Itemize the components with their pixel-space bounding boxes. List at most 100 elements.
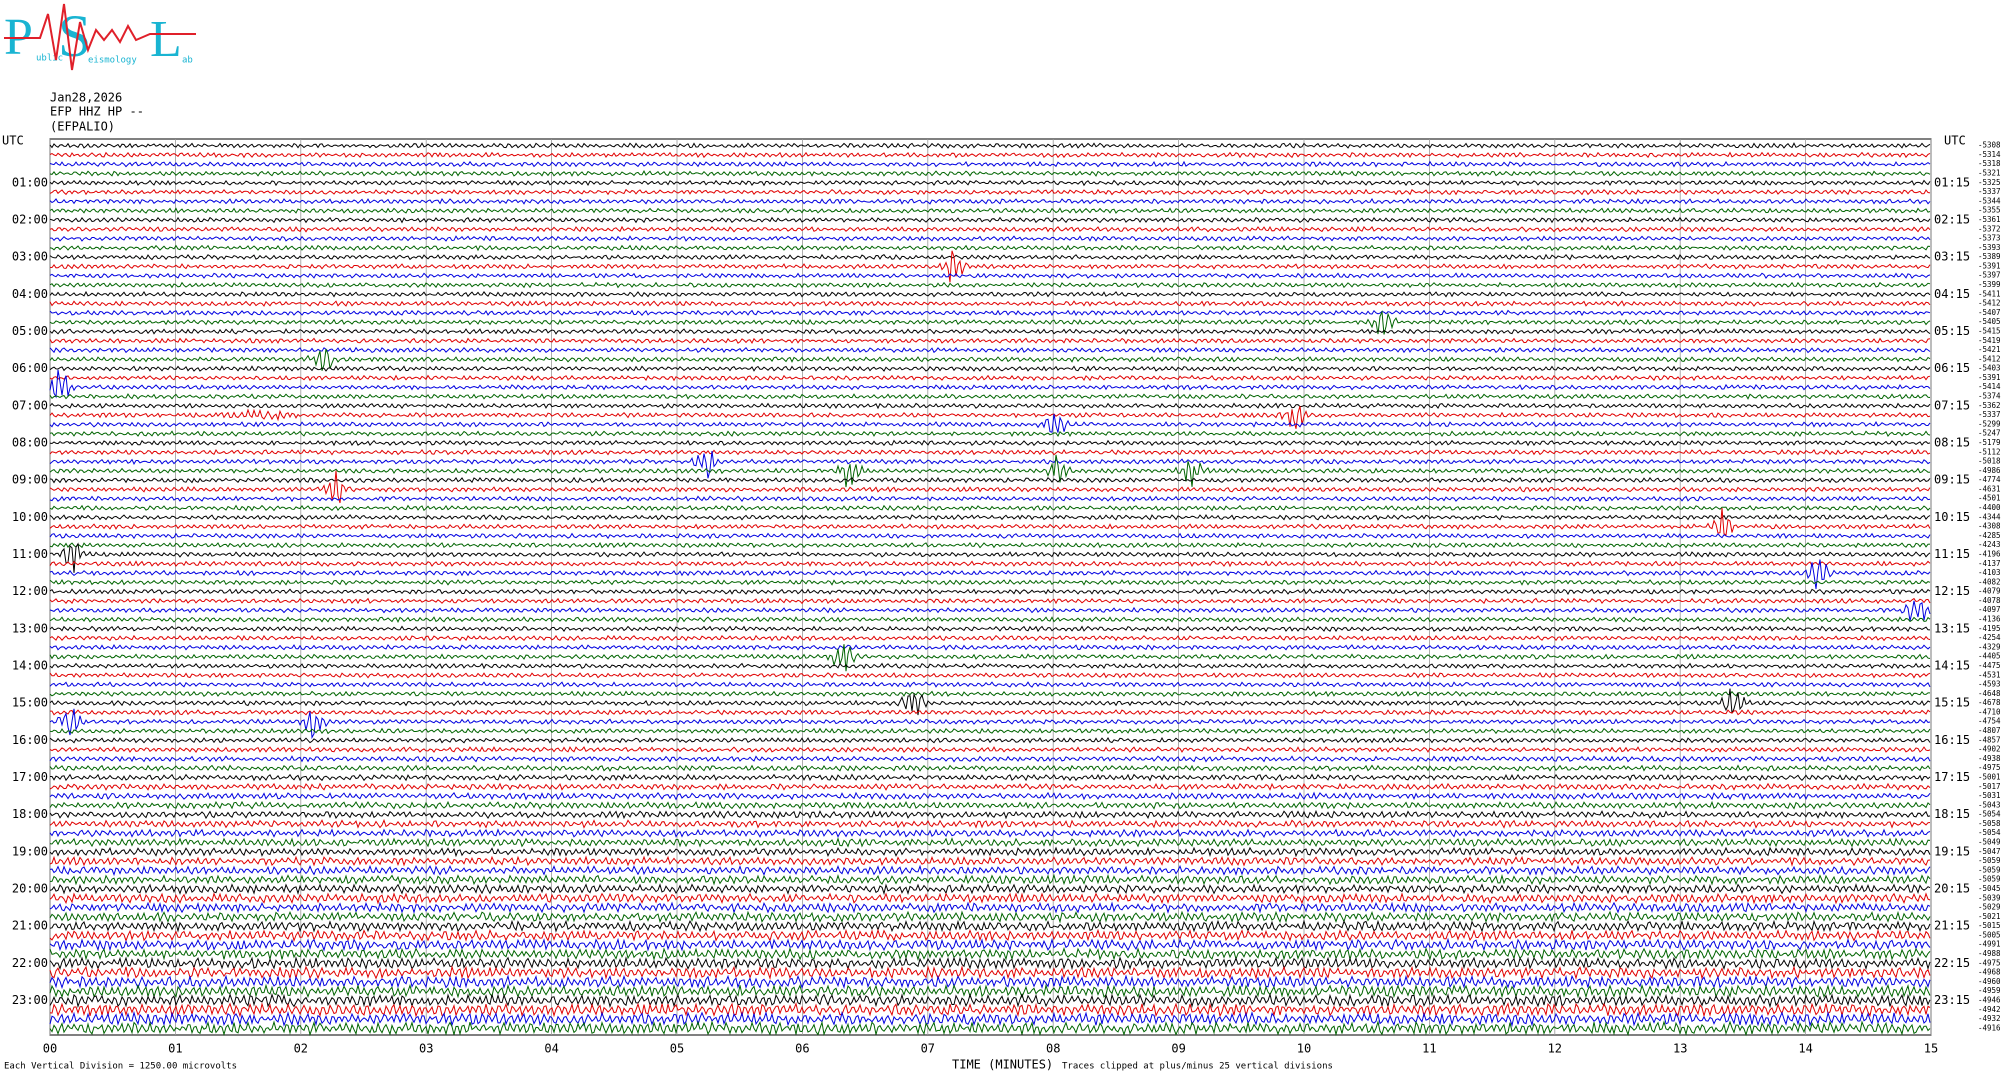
trace-offset: -5389 (1978, 252, 2001, 261)
trace (49, 170, 1931, 177)
trace (49, 216, 1931, 224)
trace-offset: -5039 (1978, 893, 2001, 902)
trace-offset: -5021 (1978, 912, 2001, 921)
trace (49, 643, 1931, 651)
minute-label: 01 (168, 1042, 182, 1056)
hour-label-right: 19:15 (1934, 844, 1970, 858)
trace (49, 1010, 1931, 1028)
hour-label-right: UTC (1944, 134, 1966, 148)
trace-offset: -4988 (1978, 949, 2001, 958)
trace-offset: -5059 (1978, 856, 2001, 865)
trace-offset: -4938 (1978, 754, 2001, 763)
trace-offset: -4710 (1978, 707, 2001, 716)
minute-label: 06 (795, 1042, 809, 1056)
trace-offset: -5415 (1978, 326, 2001, 335)
trace (49, 910, 1931, 924)
trace (49, 681, 1931, 688)
trace-offset: -5043 (1978, 800, 2001, 809)
trace-offset: -5059 (1978, 865, 2001, 874)
trace (49, 374, 1931, 382)
hour-label-right: 13:15 (1934, 621, 1970, 635)
hour-label-right: 04:15 (1934, 287, 1970, 301)
hour-label: 01:00 (12, 175, 48, 189)
trace-offset: -5047 (1978, 847, 2001, 856)
trace (49, 883, 1931, 896)
hour-label: 23:00 (12, 993, 48, 1007)
trace-offset: -4103 (1978, 568, 2001, 577)
trace (49, 507, 1931, 537)
trace (49, 791, 1931, 801)
trace-offset: -5054 (1978, 828, 2001, 837)
minute-label: 11 (1422, 1042, 1436, 1056)
trace-offset: -4807 (1978, 726, 2001, 735)
trace (49, 983, 1931, 999)
minute-label: 14 (1798, 1042, 1812, 1056)
trace-offset: -5374 (1978, 392, 2001, 401)
trace-offset: -4593 (1978, 680, 2001, 689)
trace-offset: -5403 (1978, 364, 2001, 373)
hour-label: 03:00 (12, 250, 48, 264)
trace-offset: -5054 (1978, 810, 2001, 819)
trace-offset: -5344 (1978, 196, 2001, 205)
trace-offset: -4501 (1978, 494, 2001, 503)
trace-offset: -4285 (1978, 531, 2001, 540)
trace (49, 736, 1931, 744)
hour-label-right: 16:15 (1934, 733, 1970, 747)
trace-offset: -4975 (1978, 763, 2001, 772)
trace (49, 746, 1931, 754)
station: EFP HHZ HP -- (50, 105, 144, 119)
trace-offset: -5355 (1978, 206, 2001, 215)
trace-offset: -5018 (1978, 457, 2001, 466)
trace-offset: -5112 (1978, 447, 2001, 456)
trace-offset: -5362 (1978, 401, 2001, 410)
hour-label-right: 14:15 (1934, 658, 1970, 672)
hour-label-right: 05:15 (1934, 324, 1970, 338)
trace-offset: -5391 (1978, 373, 2001, 382)
trace (49, 348, 1931, 371)
hour-label-right: 17:15 (1934, 770, 1970, 784)
date: Jan28,2026 (50, 91, 122, 105)
trace-offset: -4097 (1978, 605, 2001, 614)
trace (49, 864, 1931, 877)
trace-offset: -4082 (1978, 577, 2001, 586)
trace (49, 818, 1931, 829)
trace-offset: -4136 (1978, 615, 2001, 624)
logo-word: eismology (88, 56, 137, 66)
hour-label-right: 21:15 (1934, 919, 1970, 933)
trace (49, 250, 1931, 283)
trace (49, 450, 1931, 479)
hour-label-right: 02:15 (1934, 212, 1970, 226)
trace-offset: -4400 (1978, 503, 2001, 512)
hour-label-right: 20:15 (1934, 881, 1970, 895)
trace-offset: -5412 (1978, 354, 2001, 363)
trace-offset: -5015 (1978, 921, 2001, 930)
hour-label-right: 03:15 (1934, 250, 1970, 264)
minute-label: 07 (921, 1042, 935, 1056)
trace-offset: -5397 (1978, 271, 2001, 280)
hour-label: 21:00 (12, 919, 48, 933)
trace (49, 828, 1931, 838)
trace-offset: -5031 (1978, 791, 2001, 800)
trace-offset: -5314 (1978, 150, 2001, 159)
trace-offset: -5411 (1978, 289, 2001, 298)
hour-label: 19:00 (12, 844, 48, 858)
trace-offset: -4137 (1978, 559, 2001, 568)
trace (49, 309, 1931, 335)
hour-label-right: 08:15 (1934, 435, 1970, 449)
trace-offset: -5372 (1978, 224, 2001, 233)
trace (49, 541, 1931, 549)
trace-offset: -4986 (1978, 466, 2001, 475)
trace-offset: -5421 (1978, 345, 2001, 354)
trace (49, 1019, 1931, 1037)
trace (49, 272, 1931, 280)
trace (49, 965, 1931, 981)
trace (49, 755, 1931, 763)
hour-label: 20:00 (12, 881, 48, 895)
hour-label-right: 22:15 (1934, 956, 1970, 970)
trace-offset: -5407 (1978, 308, 2001, 317)
trace-offset: -4942 (1978, 1005, 2001, 1014)
division-note: Each Vertical Division = 1250.00 microvo… (4, 1062, 237, 1072)
trace-offset: -5337 (1978, 410, 2001, 419)
trace-offset: -5419 (1978, 336, 2001, 345)
hour-label: 15:00 (12, 696, 48, 710)
